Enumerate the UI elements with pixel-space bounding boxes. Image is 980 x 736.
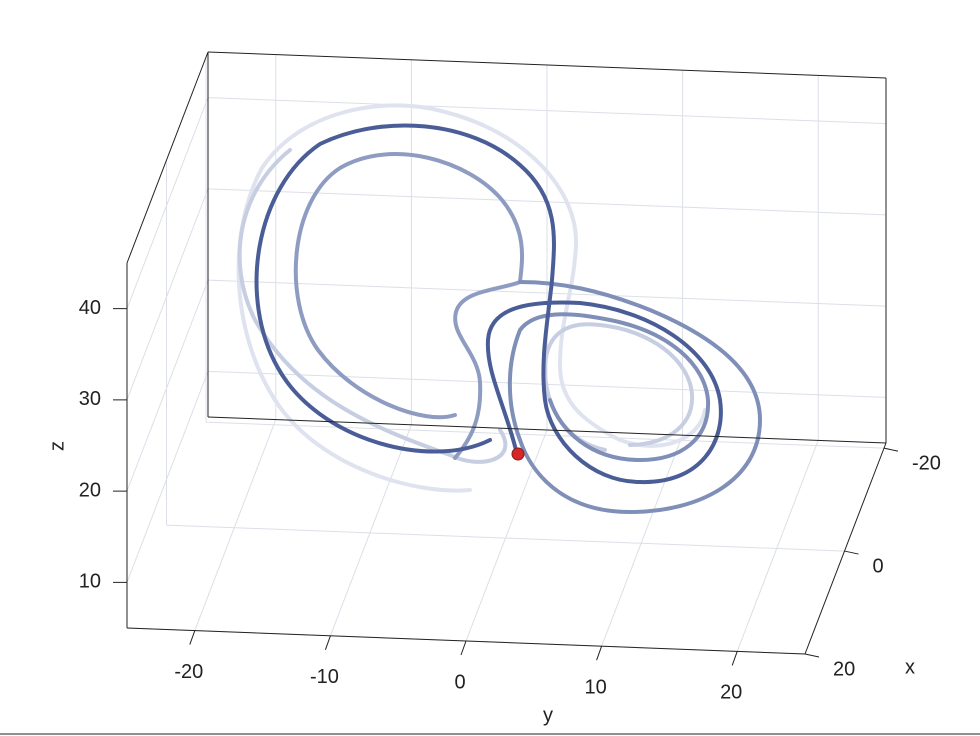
y-tick-label: 10 (584, 676, 606, 698)
grid-line (206, 421, 885, 449)
y-axis-label: y (543, 704, 553, 726)
grid-line (126, 188, 209, 401)
x-axis-label: x (905, 656, 915, 678)
trajectory-segment (507, 280, 762, 514)
z-axis-label: z (46, 441, 68, 451)
grid-line (329, 424, 412, 636)
grid-line (736, 440, 819, 652)
x-tick-label: 20 (833, 658, 855, 680)
grid-line (207, 97, 887, 125)
trajectory-segment (293, 152, 525, 460)
trajectory-segment (236, 103, 707, 493)
z-tick-label: 40 (79, 297, 101, 319)
current-point (511, 447, 525, 461)
axis-edge (207, 416, 887, 444)
grid-line (126, 279, 209, 492)
axis-edge (804, 442, 887, 655)
y-tick (596, 646, 603, 661)
x-tick (804, 653, 820, 658)
x-tick (844, 550, 859, 555)
y-tick-label: 0 (454, 671, 465, 693)
grid-line (166, 524, 845, 552)
x-tick-label: -20 (912, 452, 941, 474)
z-tick-label: 10 (79, 571, 101, 593)
axis-edge (126, 51, 209, 264)
x-tick-label: 0 (873, 555, 884, 577)
grid-line (601, 435, 684, 647)
grid-line (126, 371, 209, 583)
grid-layer (126, 54, 887, 655)
y-tick (324, 635, 331, 650)
trajectory-segment (237, 148, 695, 464)
trajectory (236, 103, 762, 514)
y-tick-label: -20 (174, 661, 203, 683)
axes-box (113, 51, 899, 666)
y-tick (731, 651, 738, 666)
z-tick-label: 30 (79, 388, 101, 410)
axis-edge (207, 51, 887, 79)
grid-line (207, 279, 887, 307)
y-tick-label: -10 (310, 666, 339, 688)
trajectory-segment (254, 123, 723, 485)
grid-line (126, 97, 209, 309)
y-tick-label: 20 (720, 682, 742, 704)
y-tick (460, 640, 467, 656)
x-tick (883, 447, 899, 452)
z-tick-label: 20 (79, 479, 101, 501)
y-tick (189, 630, 196, 645)
grid-line (194, 419, 277, 631)
